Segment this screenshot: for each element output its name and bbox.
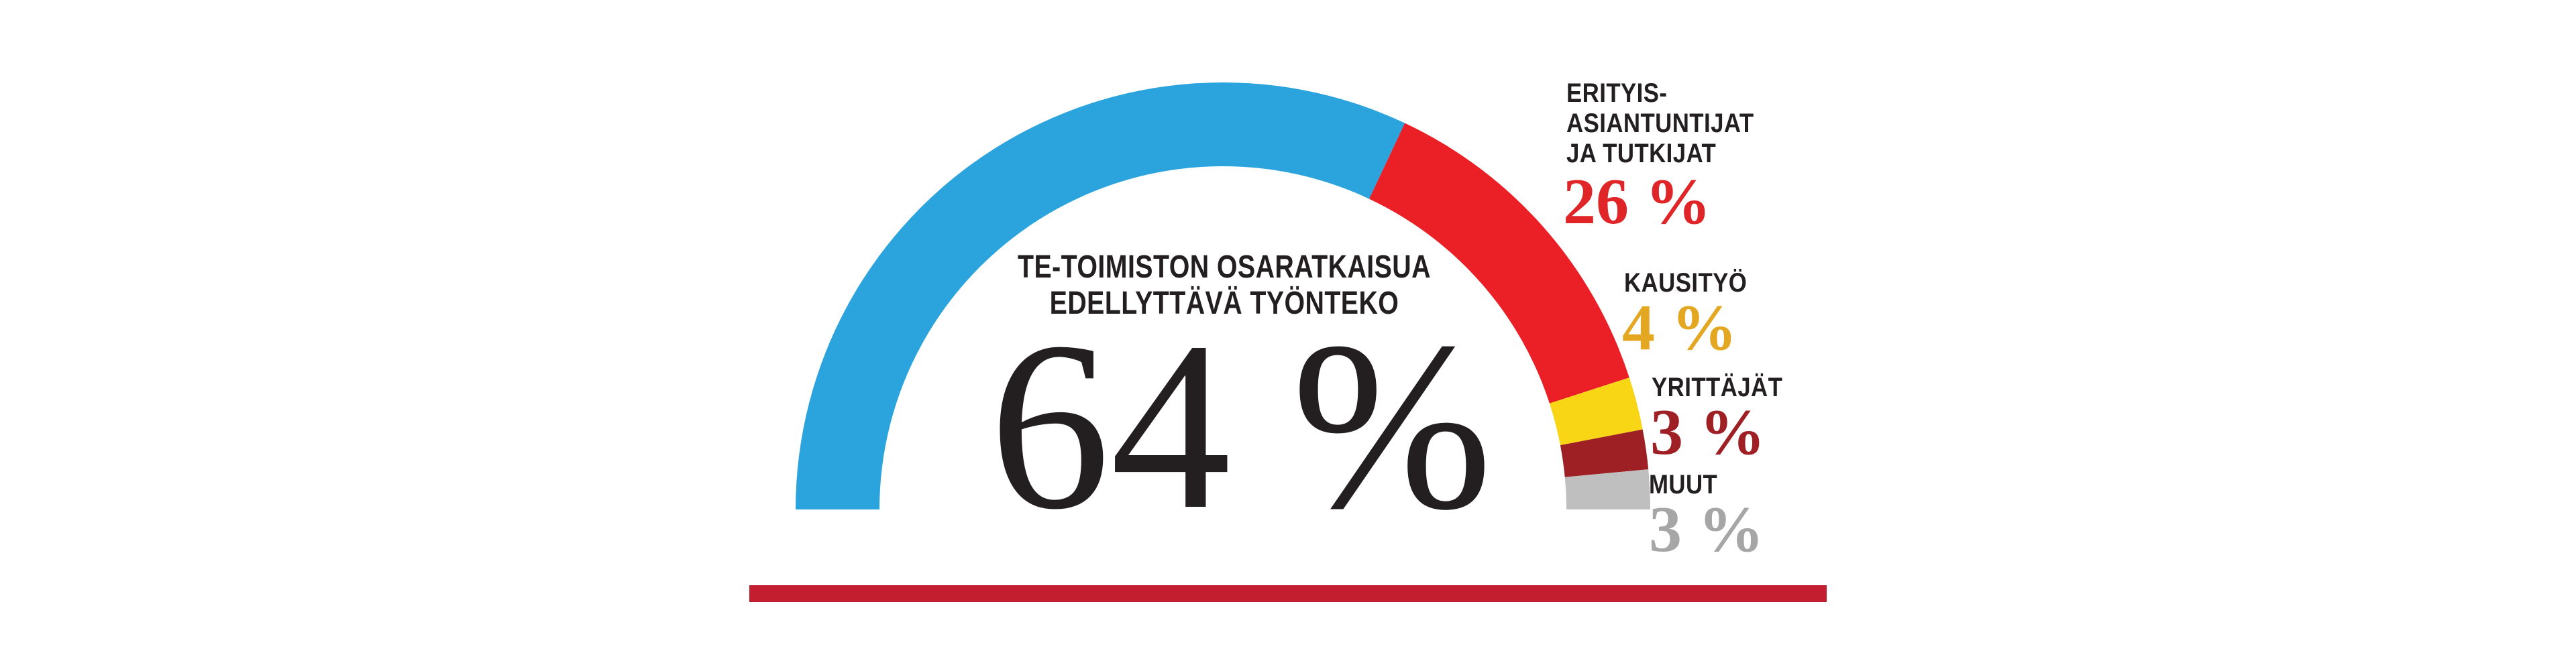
donut-segment-yrittajat: [1560, 429, 1649, 477]
legend-label-line: ERITYIS-: [1566, 78, 1668, 108]
legend-label-muut: MUUT: [1649, 470, 1717, 500]
donut-segment-te-toimiston-osaratkaisua-edellyttava-tyonteko: [796, 82, 1405, 509]
legend-label-line: ASIANTUNTIJAT: [1566, 109, 1754, 138]
legend-value-erityisasiantuntijat-ja-tutkijat: 26 %: [1563, 166, 1711, 238]
legend-label-line: KAUSITYÖ: [1624, 268, 1748, 298]
donut-segment-erityisasiantuntijat-ja-tutkijat: [1369, 123, 1629, 404]
donut-segment-kausityo: [1549, 377, 1643, 446]
legend-label-line: YRITTÄJÄT: [1652, 373, 1783, 402]
center-label-line1: TE-TOIMISTON OSARATKAISUA: [1018, 249, 1431, 285]
legend-label-kausityo: KAUSITYÖ: [1624, 268, 1747, 298]
legend-value-muut: 3 %: [1649, 493, 1764, 566]
legend-label-line: JA TUTKIJAT: [1566, 139, 1717, 168]
donut-segment-muut: [1564, 469, 1650, 509]
legend-value-kausityo: 4 %: [1622, 292, 1737, 364]
center-label: TE-TOIMISTON OSARATKAISUA EDELLYTTÄVÄ TY…: [977, 249, 1472, 322]
baseline-bar: [749, 585, 1827, 602]
legend-label-erityisasiantuntijat-ja-tutkijat: ERITYIS- ASIANTUNTIJAT JA TUTKIJAT: [1566, 78, 1754, 169]
center-value: 64 %: [989, 292, 1493, 559]
center-label-line2: EDELLYTTÄVÄ TYÖNTEKO: [1049, 286, 1399, 321]
legend-label-yrittajat: YRITTÄJÄT: [1652, 373, 1782, 403]
legend-label-line: MUUT: [1649, 470, 1718, 499]
legend-value-yrittajat: 3 %: [1650, 396, 1766, 469]
